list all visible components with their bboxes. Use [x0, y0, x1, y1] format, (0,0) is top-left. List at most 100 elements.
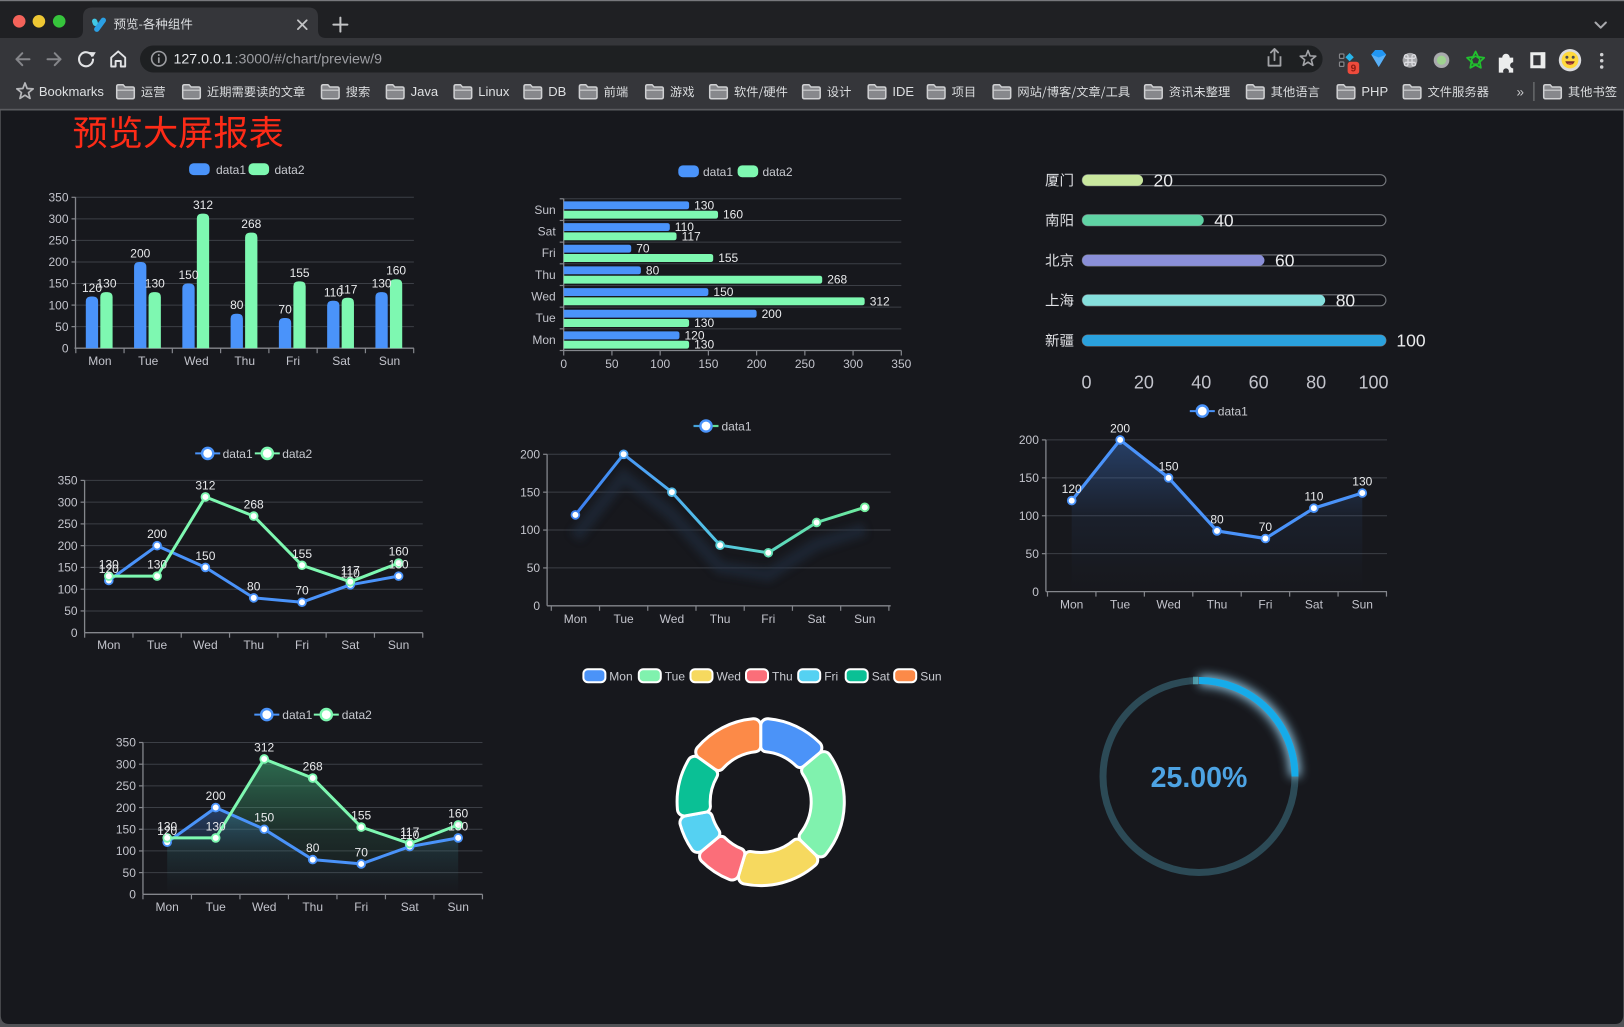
svg-text:Sat: Sat — [807, 612, 826, 626]
svg-text:155: 155 — [351, 809, 371, 823]
svg-text:100: 100 — [650, 357, 670, 371]
svg-text:data1: data1 — [703, 165, 733, 179]
svg-text:268: 268 — [827, 273, 847, 287]
svg-text:Tue: Tue — [138, 354, 159, 368]
svg-text:150: 150 — [48, 277, 68, 291]
svg-text:312: 312 — [254, 741, 274, 755]
svg-text:80: 80 — [306, 841, 320, 855]
svg-text:25.00%: 25.00% — [1151, 762, 1248, 794]
svg-text:80: 80 — [1336, 291, 1356, 311]
svg-text:data1: data1 — [223, 447, 253, 461]
svg-text:130: 130 — [448, 819, 468, 833]
svg-text:Thu: Thu — [710, 612, 731, 626]
svg-text:Fri: Fri — [1258, 598, 1272, 612]
svg-text:150: 150 — [58, 561, 78, 575]
svg-text:150: 150 — [254, 811, 274, 825]
svg-text:130: 130 — [157, 819, 177, 833]
svg-text:300: 300 — [48, 212, 68, 226]
svg-text:Sun: Sun — [920, 670, 941, 684]
svg-text:40: 40 — [1214, 210, 1234, 230]
svg-text:120: 120 — [99, 562, 119, 576]
svg-text:70: 70 — [636, 242, 650, 256]
svg-text:150: 150 — [195, 549, 215, 563]
svg-text:150: 150 — [713, 285, 733, 299]
svg-text:Sat: Sat — [538, 225, 557, 239]
svg-text:155: 155 — [718, 251, 738, 265]
svg-text:200: 200 — [520, 448, 540, 462]
svg-text:312: 312 — [195, 478, 215, 492]
svg-text:117: 117 — [400, 825, 419, 839]
svg-text:Tue: Tue — [665, 670, 686, 684]
svg-text::3000/#/chart/preview/9: :3000/#/chart/preview/9 — [235, 52, 383, 68]
svg-text:Thu: Thu — [772, 670, 793, 684]
svg-text:350: 350 — [58, 474, 78, 488]
svg-text:130: 130 — [96, 277, 116, 291]
svg-text:Sat: Sat — [872, 670, 891, 684]
svg-text:200: 200 — [116, 801, 136, 815]
svg-text:250: 250 — [58, 517, 78, 531]
svg-text:250: 250 — [795, 357, 815, 371]
svg-text:DB: DB — [548, 84, 566, 99]
svg-text:70: 70 — [1259, 520, 1273, 534]
svg-text:Fri: Fri — [286, 354, 300, 368]
svg-text:Linux: Linux — [478, 84, 510, 99]
svg-text:100: 100 — [1019, 509, 1039, 523]
svg-text:Tue: Tue — [1110, 598, 1131, 612]
svg-text:350: 350 — [116, 736, 136, 750]
svg-text:130: 130 — [1352, 475, 1372, 489]
svg-text:50: 50 — [605, 357, 619, 371]
svg-text:268: 268 — [303, 760, 323, 774]
svg-text:117: 117 — [682, 229, 701, 243]
svg-text:130: 130 — [145, 277, 165, 291]
svg-text:50: 50 — [64, 604, 78, 618]
svg-text:Sun: Sun — [1352, 598, 1373, 612]
svg-text:120: 120 — [82, 281, 102, 295]
svg-text:300: 300 — [843, 357, 863, 371]
svg-text:Wed: Wed — [184, 354, 208, 368]
svg-text:268: 268 — [244, 498, 264, 512]
svg-text:Sun: Sun — [854, 612, 875, 626]
svg-text:40: 40 — [1191, 373, 1211, 393]
svg-text:150: 150 — [1159, 459, 1179, 473]
svg-text:data2: data2 — [275, 163, 305, 177]
svg-text:PHP: PHP — [1361, 84, 1388, 99]
svg-text:data1: data1 — [282, 708, 312, 722]
svg-text:0: 0 — [62, 341, 69, 355]
svg-text:Sun: Sun — [448, 900, 469, 914]
svg-text:50: 50 — [123, 866, 137, 880]
svg-text:Bookmarks: Bookmarks — [39, 84, 105, 99]
svg-text:150: 150 — [698, 357, 718, 371]
svg-text:160: 160 — [448, 806, 468, 820]
svg-text:Wed: Wed — [660, 612, 684, 626]
svg-text:Thu: Thu — [1207, 598, 1228, 612]
svg-text:20: 20 — [1154, 170, 1174, 190]
svg-text:110: 110 — [341, 566, 360, 580]
svg-text:Mon: Mon — [156, 900, 179, 914]
svg-text:100: 100 — [58, 582, 78, 596]
svg-text:Java: Java — [411, 84, 439, 99]
svg-text:150: 150 — [520, 485, 540, 499]
svg-text:Mon: Mon — [97, 638, 120, 652]
svg-text:130: 130 — [147, 558, 167, 572]
svg-text:120: 120 — [1062, 482, 1082, 496]
svg-text:60: 60 — [1275, 251, 1295, 271]
svg-text:200: 200 — [147, 527, 167, 541]
svg-text:Sun: Sun — [534, 203, 555, 217]
svg-text:50: 50 — [527, 561, 541, 575]
svg-text:data1: data1 — [1218, 405, 1248, 419]
svg-text:100: 100 — [520, 523, 540, 537]
svg-text:110: 110 — [400, 828, 419, 842]
svg-text:70: 70 — [355, 845, 369, 859]
svg-text:Thu: Thu — [243, 638, 264, 652]
svg-text:312: 312 — [193, 198, 213, 212]
svg-text:200: 200 — [747, 357, 767, 371]
svg-text:130: 130 — [694, 338, 714, 352]
svg-text:120: 120 — [157, 824, 177, 838]
svg-text:Tue: Tue — [206, 900, 227, 914]
svg-text:Thu: Thu — [234, 354, 255, 368]
svg-text:200: 200 — [1110, 421, 1130, 435]
svg-text:150: 150 — [178, 268, 198, 282]
svg-text:0: 0 — [129, 888, 136, 902]
svg-text:0: 0 — [71, 626, 78, 640]
svg-text:100: 100 — [1396, 331, 1425, 351]
